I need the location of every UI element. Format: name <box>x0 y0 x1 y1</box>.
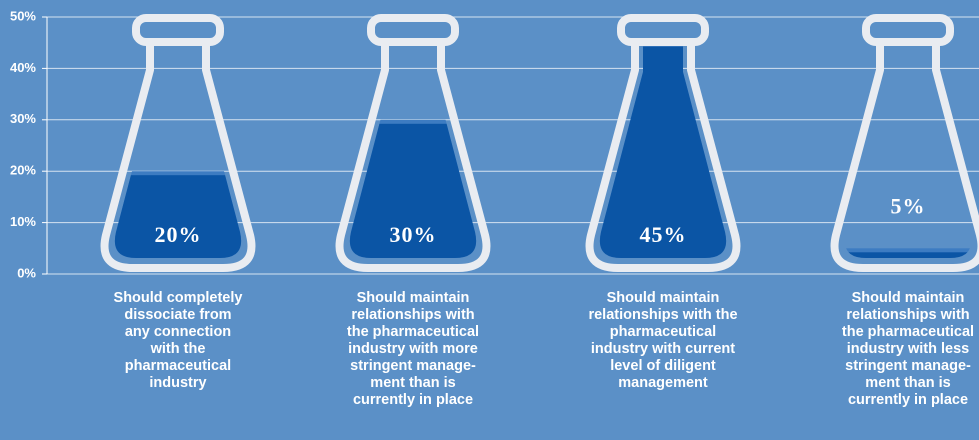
y-tick-label: 0% <box>17 265 36 280</box>
y-tick-label: 40% <box>10 60 36 75</box>
value-label: 5% <box>891 193 926 218</box>
flask-outline <box>835 42 979 268</box>
category-label: Should maintain relationships with the p… <box>813 290 979 409</box>
chart: 0% 10% 20% 30% 40% 50% 20% 30% 45% 5% Should comp… <box>0 0 979 440</box>
y-tick-label: 50% <box>10 8 36 23</box>
value-label: 45% <box>640 222 687 247</box>
category-label: Should completely dissociate from any co… <box>83 290 273 392</box>
y-tick-label: 20% <box>10 163 36 178</box>
category-label: Should maintain relationships with the p… <box>568 290 758 392</box>
category-label: Should maintain relationships with the p… <box>318 290 508 409</box>
y-tick-label: 30% <box>10 111 36 126</box>
value-label: 20% <box>155 222 202 247</box>
y-tick-label: 10% <box>10 214 36 229</box>
value-label: 30% <box>390 222 437 247</box>
